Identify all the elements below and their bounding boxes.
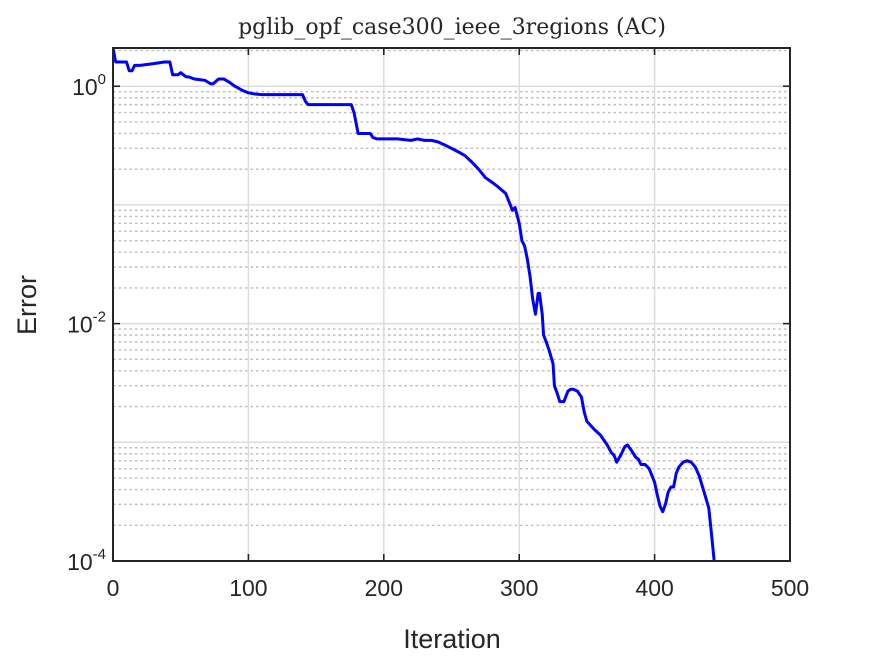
y-tick-label: 10-2 — [67, 309, 106, 338]
plot-area: 0 100 200 300 400 500 10-4 10-2 100 — [67, 47, 809, 601]
x-tick-label: 0 — [107, 575, 120, 601]
x-tick-label: 500 — [771, 575, 809, 601]
y-tick-label: 100 — [72, 71, 106, 100]
axes-box — [112, 47, 791, 562]
chart-title: pglib_opf_case300_ieee_3regions (AC) — [238, 15, 666, 40]
x-tick-label: 200 — [365, 575, 403, 601]
y-axis-label: Error — [12, 275, 42, 335]
y-tick-label: 10-4 — [67, 546, 106, 575]
x-axis-label: Iteration — [403, 624, 501, 654]
error-series-line — [113, 48, 716, 561]
x-tick-label: 300 — [500, 575, 538, 601]
x-tick-label: 100 — [229, 575, 267, 601]
x-tick-label: 400 — [635, 575, 673, 601]
